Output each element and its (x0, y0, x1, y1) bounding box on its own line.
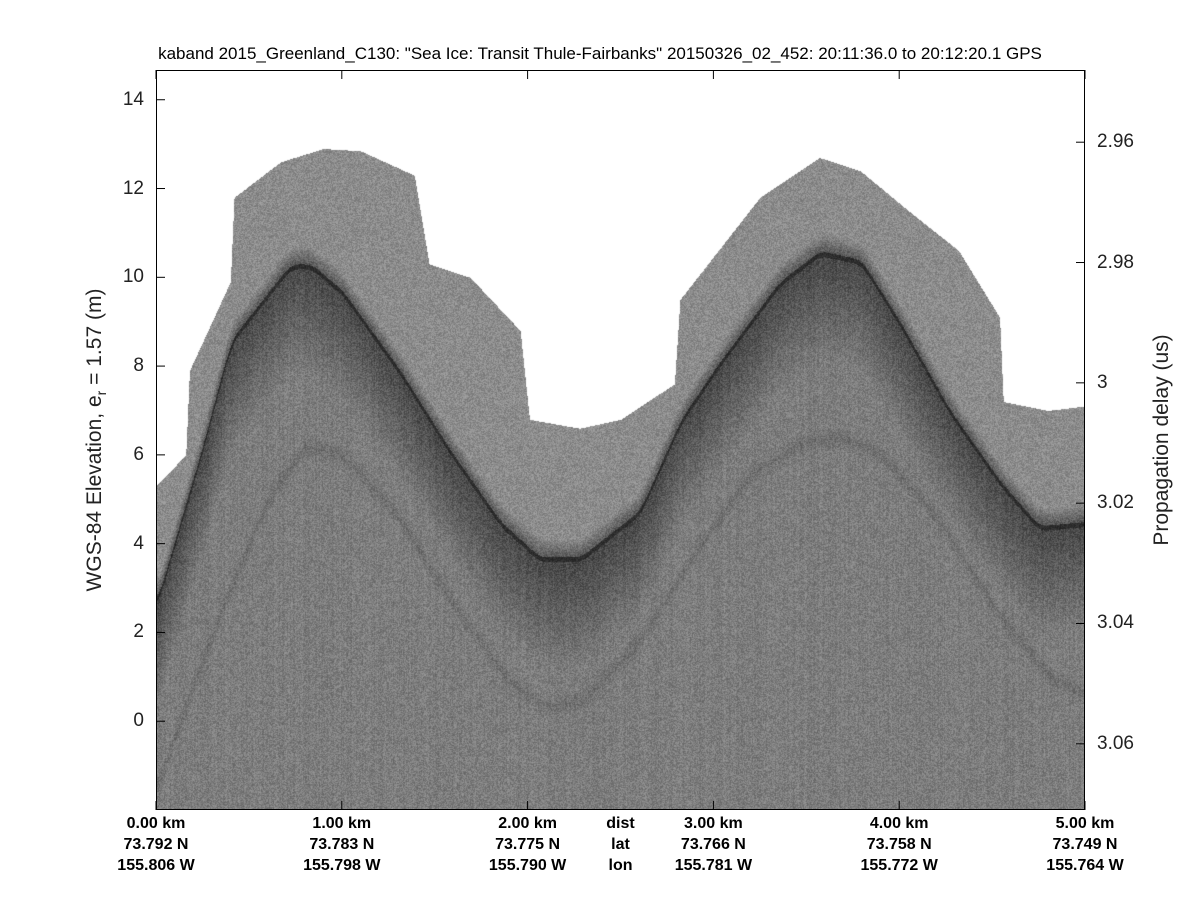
row-label-lat: lat (611, 836, 630, 853)
x-tick-lat: 73.766 N (680, 836, 746, 853)
y-label-subscript: r (93, 390, 110, 396)
row-label-dist: dist (606, 815, 635, 832)
x-tick-lon: 155.764 W (1046, 857, 1124, 874)
plot-frame (156, 70, 1085, 810)
x-tick-lat: 73.775 N (495, 836, 561, 853)
x-tick-label: 4.00 km 73.758 N 155.772 W (860, 813, 937, 876)
x-tick-label: 0.00 km 73.792 N 155.806 W (117, 813, 194, 876)
y-tick-label-right: 2.98 (1097, 251, 1134, 273)
row-label-lon: lon (608, 857, 633, 874)
echogram-image (156, 70, 1085, 810)
x-tick-dist: 3.00 km (684, 815, 743, 832)
x-tick-lat: 73.749 N (1052, 836, 1118, 853)
x-tick-label: 3.00 km 73.766 N 155.781 W (675, 813, 752, 876)
x-tick-lon: 155.806 W (117, 857, 195, 874)
y-label-rest: = 1.57 (m) (82, 288, 106, 391)
x-tick-lon: 155.772 W (860, 857, 938, 874)
y-axis-label-left: WGS-84 Elevation, er = 1.57 (m) (83, 289, 109, 592)
y-tick-label-left: 4 (133, 532, 144, 554)
y-tick-label-right: 3.06 (1097, 732, 1134, 754)
x-tick-label: 1.00 km 73.783 N 155.798 W (303, 813, 380, 876)
x-tick-dist: 1.00 km (312, 815, 372, 832)
y-tick-label-left: 12 (122, 177, 144, 199)
y-tick-label-right: 2.96 (1097, 131, 1134, 153)
y-label-main: WGS-84 Elevation, e (82, 395, 106, 592)
y-axis-label-right: Propagation delay (us) (1150, 334, 1173, 546)
y-tick-label-left: 10 (122, 266, 144, 288)
x-tick-lon: 155.781 W (674, 857, 753, 874)
x-tick-dist: 0.00 km (126, 815, 186, 832)
y-tick-label-left: 0 (133, 710, 144, 732)
y-tick-label-right: 3.04 (1097, 612, 1134, 634)
x-tick-dist: 2.00 km (498, 815, 557, 832)
x-tick-dist: 4.00 km (869, 815, 929, 832)
y-tick-label-left: 2 (133, 621, 144, 643)
y-tick-label-left: 6 (133, 443, 144, 465)
y-tick-label-left: 8 (133, 355, 144, 377)
x-tick-lat: 73.758 N (866, 836, 932, 853)
y-tick-label-right: 3 (1097, 371, 1108, 393)
x-tick-lat: 73.783 N (309, 836, 375, 853)
y-tick-label-left: 14 (122, 88, 144, 110)
chart-title: kaband 2015_Greenland_C130: "Sea Ice: Tr… (158, 44, 1042, 63)
x-row-labels: dist lat lon (606, 813, 634, 876)
y-tick-label-right: 3.02 (1097, 492, 1134, 514)
axes (155, 70, 1086, 810)
x-tick-label: 5.00 km 73.749 N 155.764 W (1046, 813, 1123, 876)
x-tick-lat: 73.792 N (123, 836, 189, 853)
x-tick-lon: 155.798 W (303, 857, 381, 874)
plot-area (155, 70, 1086, 810)
x-tick-label: 2.00 km 73.775 N 155.790 W (489, 813, 566, 876)
x-tick-dist: 5.00 km (1055, 815, 1115, 832)
x-tick-lon: 155.790 W (488, 857, 567, 874)
